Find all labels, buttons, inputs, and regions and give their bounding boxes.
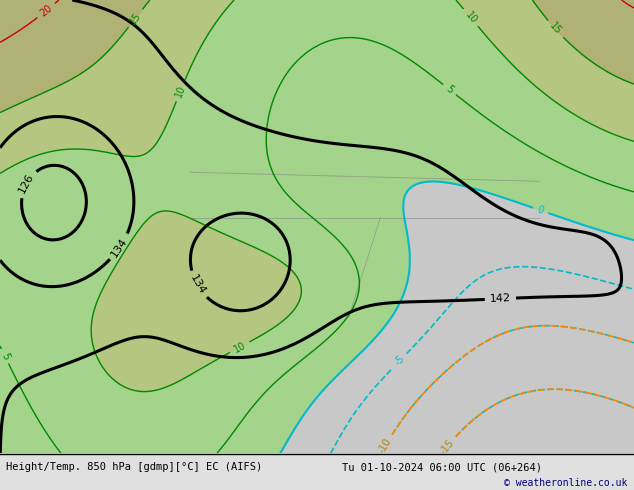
Text: Height/Temp. 850 hPa [gdmp][°C] EC (AIFS): Height/Temp. 850 hPa [gdmp][°C] EC (AIFS… <box>6 462 262 472</box>
Text: 134: 134 <box>110 236 130 259</box>
Text: 10: 10 <box>174 83 188 98</box>
Text: 15: 15 <box>128 10 143 26</box>
Text: 10: 10 <box>463 10 479 25</box>
Text: 142: 142 <box>489 293 511 304</box>
Text: -10: -10 <box>377 437 394 455</box>
Text: 134: 134 <box>188 273 207 296</box>
Text: 15: 15 <box>548 21 564 37</box>
Text: -10: -10 <box>377 437 394 455</box>
Text: -15: -15 <box>439 437 456 456</box>
Text: -15: -15 <box>439 437 456 456</box>
Text: 10: 10 <box>232 340 247 354</box>
Text: © weatheronline.co.uk: © weatheronline.co.uk <box>504 478 628 488</box>
Text: Tu 01-10-2024 06:00 UTC (06+264): Tu 01-10-2024 06:00 UTC (06+264) <box>342 462 542 472</box>
Text: 5: 5 <box>0 351 11 361</box>
Text: 126: 126 <box>17 172 36 195</box>
Text: 5: 5 <box>444 84 455 96</box>
Text: -5: -5 <box>392 354 406 368</box>
Text: 20: 20 <box>38 3 55 19</box>
Text: 0: 0 <box>536 205 545 216</box>
